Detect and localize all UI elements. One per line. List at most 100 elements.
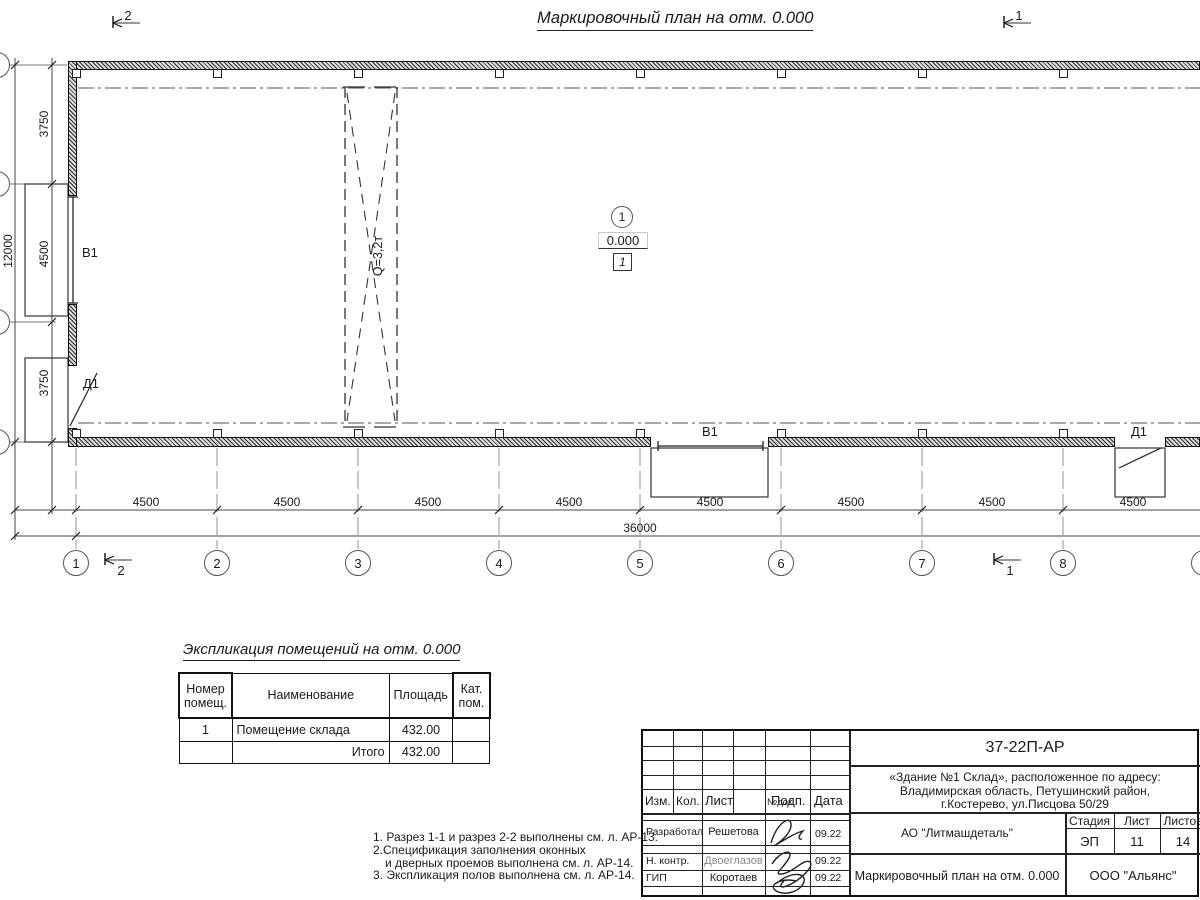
- tb-line: [733, 731, 734, 813]
- bay-dimension: 4500: [696, 495, 724, 509]
- tb-role-gip: ГИП: [646, 872, 667, 884]
- total-category-cell: [452, 740, 491, 764]
- total-empty-cell: [178, 740, 233, 764]
- column-mark: [213, 69, 222, 78]
- tb-role-developer: Разработал: [646, 826, 704, 838]
- column-mark: [1059, 429, 1068, 438]
- column-mark: [72, 429, 81, 438]
- tb-date-gip: 09.22: [815, 872, 842, 884]
- column-mark: [354, 429, 363, 438]
- crane-symbol: [343, 86, 399, 428]
- axis-drop-lines: [75, 448, 1064, 549]
- room-area-cell: 432.00: [388, 717, 454, 742]
- wall-left-upper: [68, 61, 77, 196]
- column-mark: [777, 69, 786, 78]
- column-mark: [918, 429, 927, 438]
- tb-col-izm: Изм.: [645, 794, 671, 808]
- signature-ncontrol-gip: [771, 851, 812, 894]
- section-number-bottom-left: 2: [117, 563, 125, 578]
- tb-col-sign: Подп.: [771, 793, 806, 808]
- tb-line: [673, 731, 674, 813]
- section-number-top-left: 2: [124, 8, 132, 23]
- title-block: Изм. Кол. Лист №док. Подп. Дата Разработ…: [641, 729, 1200, 897]
- tb-sheet-label: Лист: [1123, 814, 1151, 828]
- section-arrow-bottom-left: [104, 553, 132, 565]
- section-number-top-right: 1: [1015, 8, 1023, 23]
- room-category-cell: [452, 717, 491, 742]
- axis-bubble-4: 4: [486, 550, 512, 576]
- tb-date-ncontrol: 09.22: [815, 855, 842, 867]
- tb-sheets-label: Листов: [1163, 814, 1200, 828]
- plan-title: Маркировочный план на отм. 0.000: [537, 9, 814, 31]
- tb-line: [643, 789, 849, 790]
- room-table: Номер помещ. Наименование Площадь Кат. п…: [177, 672, 491, 764]
- window-label-left: В1: [82, 245, 98, 260]
- note-line-3: и дверных проемов выполнена см. л. АР-14…: [385, 855, 634, 870]
- bay-dimension: 4500: [132, 495, 160, 509]
- tb-col-list: Лист: [705, 793, 734, 808]
- door-leaf-lines: [69, 372, 1162, 469]
- note-line-2: 2.Спецификация заполнения оконных: [373, 842, 586, 857]
- tb-col-doc: №док.: [767, 797, 795, 808]
- note-line-1: 1. Разрез 1-1 и разрез 2-2 выполнены см.…: [373, 830, 659, 844]
- section-arrow-top-left: [112, 16, 140, 28]
- wall-bottom-mid: [768, 437, 1115, 447]
- tb-line: [849, 853, 1200, 855]
- elevation-mark: 0.000: [598, 232, 648, 249]
- tb-line: [643, 845, 849, 846]
- axis-bubble-6: 6: [768, 550, 794, 576]
- bay-dimension: 4500: [273, 495, 301, 509]
- bay-dimension: 4500: [1119, 495, 1147, 509]
- column-mark: [777, 429, 786, 438]
- room-number-bubble: 1: [611, 206, 633, 228]
- tb-line: [643, 746, 849, 747]
- door-label-left: Д1: [83, 376, 100, 391]
- bay-dimension: 4500: [978, 495, 1006, 509]
- notes: 1. Разрез 1-1 и разрез 2-2 выполнены см.…: [373, 831, 658, 882]
- tb-document-number: 37-22П-АР: [985, 739, 1065, 756]
- tb-name-developer: Решетова: [708, 826, 759, 838]
- tb-role-ncontrol: Н. контр.: [646, 855, 690, 867]
- floor-type-mark: 1: [613, 253, 632, 271]
- wall-top: [68, 61, 1200, 70]
- column-mark: [918, 69, 927, 78]
- total-label-cell: Итого: [231, 740, 390, 764]
- tb-line: [1160, 812, 1161, 853]
- bay-dimension: 4500: [837, 495, 865, 509]
- tb-line: [1114, 812, 1115, 853]
- room-number-cell: 1: [178, 717, 233, 742]
- window-label-bottom: В1: [702, 424, 718, 439]
- signature-developer: [770, 819, 806, 847]
- tb-name-gip: Коротаев: [709, 872, 758, 884]
- tb-line: [643, 813, 849, 815]
- wall-left-mid: [68, 304, 77, 366]
- tb-client: АО "Литмашдеталь": [900, 826, 1014, 840]
- tb-stage-value: ЭП: [1080, 834, 1099, 849]
- crane-runway-lines: [78, 87, 1200, 424]
- bay-dimension: 4500: [555, 495, 583, 509]
- tb-line: [849, 765, 1200, 767]
- tb-sheets-value: 14: [1175, 834, 1191, 849]
- axis-bubble-5: 5: [627, 550, 653, 576]
- window-symbols: [68, 196, 764, 451]
- tb-stage-label: Стадия: [1069, 814, 1110, 828]
- room-table-header-area: Площадь: [388, 672, 454, 719]
- bay-dimension: 4500: [414, 495, 442, 509]
- tb-company: ООО "Альянс": [1089, 868, 1177, 883]
- tb-line: [765, 731, 766, 895]
- room-table-title: Экспликация помещений на отм. 0.000: [183, 641, 461, 661]
- column-mark: [636, 429, 645, 438]
- column-mark: [636, 69, 645, 78]
- axis-bubble-7: 7: [909, 550, 935, 576]
- axis-bubble-3: 3: [345, 550, 371, 576]
- column-mark: [1059, 69, 1068, 78]
- column-mark: [495, 429, 504, 438]
- tb-line: [1065, 828, 1200, 829]
- dimension-ticks: [10, 60, 1068, 541]
- dimension-lines: [14, 58, 1200, 540]
- tb-line: [849, 812, 1200, 814]
- wall-bottom-right: [1165, 437, 1200, 447]
- tb-sheet-value: 11: [1130, 834, 1144, 849]
- left-dimension-3: 3750: [37, 369, 51, 397]
